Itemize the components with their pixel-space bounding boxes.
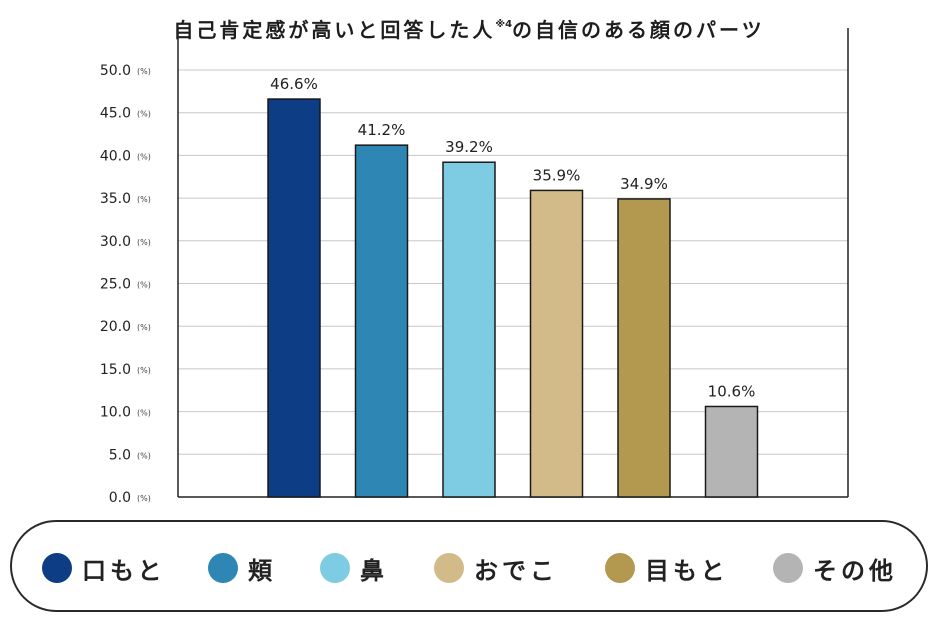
y-tick-label: 40.0 <box>100 148 131 164</box>
legend-item: おでこ <box>434 552 558 585</box>
bar <box>704 405 759 498</box>
bar <box>442 161 496 498</box>
y-tick-label: 25.0 <box>100 277 131 293</box>
legend-label: おでこ <box>474 556 558 585</box>
bar-chart: 0.0 (%) 5.0 (%) 10.0 (%) 15.0 (%) 20.0 (%) 25.0 (%)… <box>100 28 849 506</box>
y-tick-label: 10.0 <box>100 405 131 421</box>
y-tick-unit: (%) <box>137 238 151 247</box>
legend-swatch <box>434 553 464 583</box>
y-tick-unit: (%) <box>137 409 151 418</box>
legend: 口もと 頬 鼻 おでこ 目もと その他 <box>10 520 928 612</box>
y-tick-unit: (%) <box>137 195 151 204</box>
data-label: 46.6% <box>270 75 318 93</box>
data-label: 35.9% <box>533 166 581 184</box>
legend-item: 鼻 <box>320 552 388 585</box>
y-tick-label: 35.0 <box>100 191 131 207</box>
data-label: 10.6% <box>708 382 756 400</box>
legend-swatch <box>42 553 72 583</box>
y-tick-label: 30.0 <box>100 234 131 250</box>
legend-swatch <box>208 553 238 583</box>
y-tick-unit: (%) <box>137 494 151 503</box>
legend-swatch <box>605 553 635 583</box>
bar <box>617 198 671 498</box>
legend-label: 目もと <box>645 556 729 585</box>
y-tick-unit: (%) <box>137 323 151 332</box>
legend-item: 頬 <box>208 552 276 585</box>
y-tick-label: 5.0 <box>109 447 131 463</box>
legend-item: 口もと <box>42 552 166 585</box>
bar <box>267 98 321 498</box>
y-tick-unit: (%) <box>137 366 151 375</box>
data-label: 41.2% <box>358 121 406 139</box>
legend-label: その他 <box>813 556 897 585</box>
legend-label: 頬 <box>248 556 276 585</box>
y-tick-unit: (%) <box>137 451 151 460</box>
y-tick-label: 20.0 <box>100 319 131 335</box>
legend-label: 口もと <box>82 556 166 585</box>
y-tick-unit: (%) <box>137 110 151 119</box>
y-tick-label: 0.0 <box>109 490 131 506</box>
y-tick-label: 50.0 <box>100 63 131 79</box>
y-tick-unit: (%) <box>137 67 151 76</box>
y-tick-label: 45.0 <box>100 106 131 122</box>
bar <box>529 189 584 498</box>
data-label: 34.9% <box>620 175 668 193</box>
chart-title: 自己肯定感が高いと回答した人※4の自信のある顔のパーツ <box>173 18 765 42</box>
bar <box>354 144 409 498</box>
data-label: 39.2% <box>445 138 493 156</box>
legend-swatch <box>773 553 803 583</box>
y-tick-unit: (%) <box>137 281 151 290</box>
y-tick-unit: (%) <box>137 152 151 161</box>
legend-swatch <box>320 553 350 583</box>
y-tick-label: 15.0 <box>100 362 131 378</box>
legend-item: 目もと <box>605 552 729 585</box>
legend-item: その他 <box>773 552 897 585</box>
title-footnote-mark: ※4 <box>495 19 513 30</box>
legend-label: 鼻 <box>360 556 388 585</box>
